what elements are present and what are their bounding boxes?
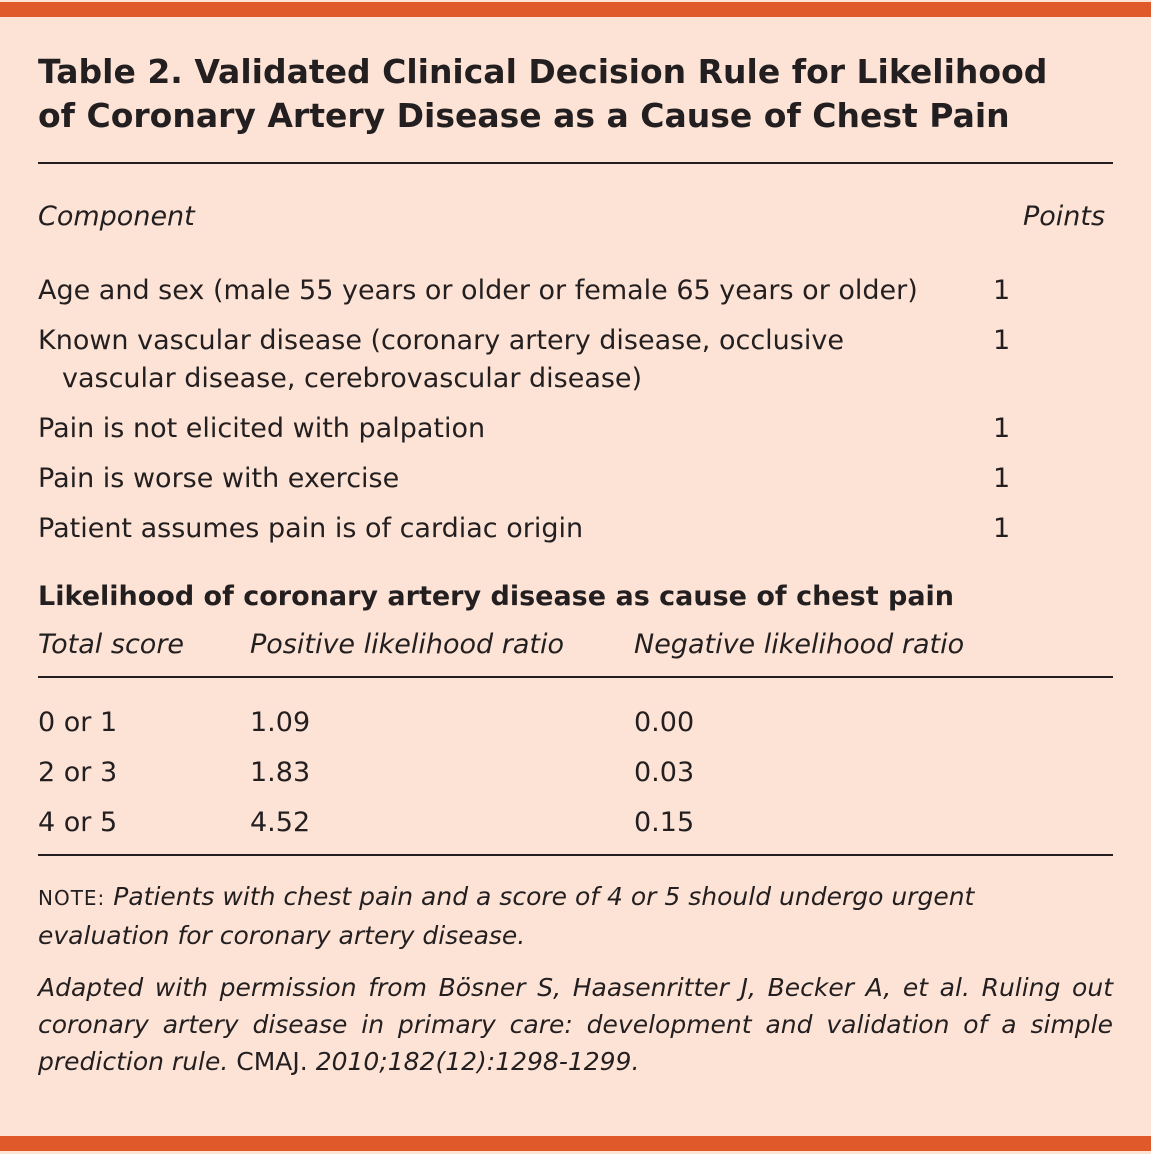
table-note: NOTE: Patients with chest pain and a sco… bbox=[38, 878, 1113, 955]
citation-journal: CMAJ. bbox=[236, 1047, 308, 1076]
total-score-cell: 2 or 3 bbox=[38, 757, 118, 788]
title-line-1: Table 2. Validated Clinical Decision Rul… bbox=[38, 52, 1048, 91]
points-column-header: Points bbox=[1023, 201, 1106, 232]
negative-lr-cell: 0.03 bbox=[634, 757, 695, 788]
component-text: Known vascular disease (coronary artery … bbox=[38, 322, 938, 398]
component-text-line-1: Known vascular disease (coronary artery … bbox=[38, 325, 844, 356]
components-list: Age and sex (male 55 years or older or f… bbox=[38, 272, 1113, 548]
negative-lr-cell: 0.15 bbox=[634, 807, 695, 838]
likelihood-rows: 0 or 1 1.09 0.00 2 or 3 1.83 0.03 4 or 5… bbox=[38, 704, 1113, 842]
positive-lr-column-header: Positive likelihood ratio bbox=[250, 629, 565, 660]
negative-lr-cell: 0.00 bbox=[634, 707, 695, 738]
component-text: Pain is worse with exercise bbox=[38, 463, 400, 494]
positive-lr-cell: 1.09 bbox=[250, 707, 311, 738]
component-row: Pain is worse with exercise 1 bbox=[38, 460, 1113, 498]
component-row: Age and sex (male 55 years or older or f… bbox=[38, 272, 1113, 310]
table-title: Table 2. Validated Clinical Decision Rul… bbox=[38, 50, 1113, 138]
component-text: Pain is not elicited with palpation bbox=[38, 413, 486, 444]
likelihood-row: 4 or 5 4.52 0.15 bbox=[38, 804, 1113, 842]
total-score-cell: 0 or 1 bbox=[38, 707, 118, 738]
component-row: Pain is not elicited with palpation 1 bbox=[38, 410, 1113, 448]
component-points: 1 bbox=[993, 325, 1011, 356]
total-score-cell: 4 or 5 bbox=[38, 807, 118, 838]
bottom-accent-bar bbox=[0, 1136, 1151, 1151]
component-points: 1 bbox=[993, 275, 1011, 306]
component-column-header: Component bbox=[38, 201, 195, 232]
citation-details: 2010;182(12):1298-1299. bbox=[315, 1047, 640, 1076]
component-text: Age and sex (male 55 years or older or f… bbox=[38, 275, 918, 306]
component-text: Patient assumes pain is of cardiac origi… bbox=[38, 513, 584, 544]
total-score-column-header: Total score bbox=[38, 629, 185, 660]
table-content: Table 2. Validated Clinical Decision Rul… bbox=[38, 50, 1113, 1080]
note-text: Patients with chest pain and a score of … bbox=[38, 882, 975, 950]
positive-lr-cell: 1.83 bbox=[250, 757, 311, 788]
divider bbox=[38, 676, 1113, 678]
likelihood-heading: Likelihood of coronary artery disease as… bbox=[38, 581, 955, 612]
component-points: 1 bbox=[993, 413, 1011, 444]
divider bbox=[38, 162, 1113, 164]
top-accent-bar bbox=[0, 2, 1151, 17]
likelihood-header: Total score Positive likelihood ratio Ne… bbox=[38, 626, 1113, 664]
citation-text: Adapted with permission from Bösner S, H… bbox=[38, 973, 1113, 1076]
component-row: Patient assumes pain is of cardiac origi… bbox=[38, 510, 1113, 548]
component-points: 1 bbox=[993, 463, 1011, 494]
likelihood-row: 2 or 3 1.83 0.03 bbox=[38, 754, 1113, 792]
negative-lr-column-header: Negative likelihood ratio bbox=[634, 629, 965, 660]
title-line-2: of Coronary Artery Disease as a Cause of… bbox=[38, 96, 1010, 135]
component-points: 1 bbox=[993, 513, 1011, 544]
positive-lr-cell: 4.52 bbox=[250, 807, 311, 838]
component-row: Known vascular disease (coronary artery … bbox=[38, 322, 1113, 398]
note-label: NOTE: bbox=[38, 886, 106, 910]
likelihood-row: 0 or 1 1.09 0.00 bbox=[38, 704, 1113, 742]
components-header: Component Points bbox=[38, 198, 1113, 236]
component-text-line-2: vascular disease, cerebrovascular diseas… bbox=[62, 363, 643, 394]
divider bbox=[38, 854, 1113, 856]
source-citation: Adapted with permission from Bösner S, H… bbox=[38, 969, 1113, 1080]
